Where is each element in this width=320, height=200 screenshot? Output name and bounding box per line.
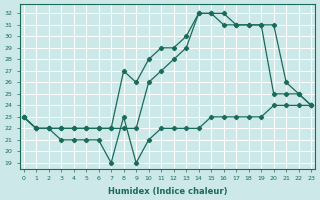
X-axis label: Humidex (Indice chaleur): Humidex (Indice chaleur)	[108, 187, 227, 196]
